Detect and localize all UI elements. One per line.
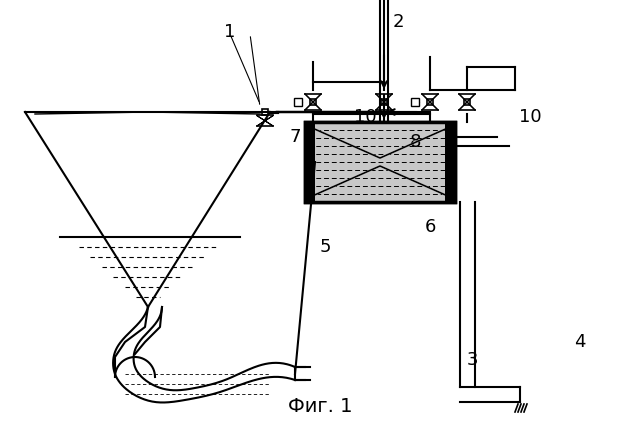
Bar — [464, 99, 470, 106]
Polygon shape — [422, 94, 438, 111]
Text: 10: 10 — [354, 108, 376, 126]
Polygon shape — [459, 94, 476, 111]
Polygon shape — [305, 94, 321, 111]
Bar — [445, 122, 455, 202]
Bar — [294, 98, 302, 106]
Polygon shape — [310, 127, 450, 158]
Bar — [427, 99, 433, 106]
Polygon shape — [305, 122, 455, 202]
Text: 1: 1 — [224, 23, 236, 41]
Polygon shape — [310, 166, 450, 197]
Polygon shape — [459, 94, 476, 111]
Polygon shape — [422, 94, 438, 111]
Bar — [305, 122, 315, 202]
Text: Фиг. 1: Фиг. 1 — [288, 398, 352, 417]
Text: 3: 3 — [467, 351, 477, 369]
Text: 10: 10 — [518, 108, 541, 126]
Text: 2: 2 — [392, 13, 404, 31]
Bar — [310, 99, 316, 106]
Bar — [381, 99, 387, 106]
Bar — [305, 122, 455, 202]
Polygon shape — [376, 94, 392, 111]
Text: 6: 6 — [424, 218, 436, 236]
Polygon shape — [257, 115, 273, 126]
Text: 7: 7 — [289, 128, 301, 146]
Bar — [262, 109, 268, 115]
Text: 4: 4 — [574, 333, 586, 351]
Polygon shape — [305, 94, 321, 111]
Text: 5: 5 — [319, 238, 331, 256]
Text: 8: 8 — [410, 133, 420, 151]
Polygon shape — [376, 94, 392, 111]
Bar — [305, 122, 455, 202]
Bar — [411, 98, 419, 106]
Polygon shape — [257, 115, 273, 126]
